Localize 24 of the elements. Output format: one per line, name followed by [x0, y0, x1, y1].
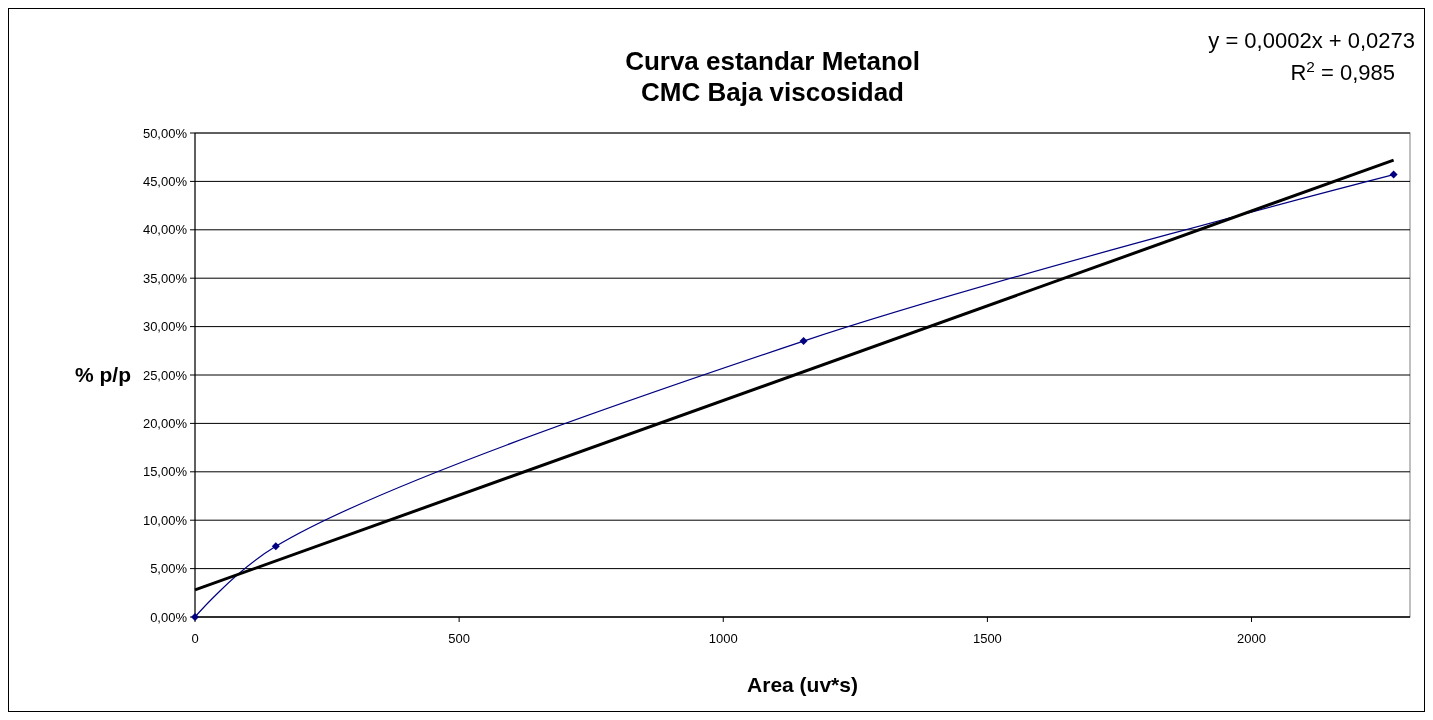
point — [799, 337, 808, 346]
y-tick-label: 25,00% — [142, 367, 188, 383]
x-axis-title: Area (uv*s) — [747, 673, 858, 696]
text: y = 0,0002x + 0,0273 — [1208, 28, 1415, 53]
y-axis-title: % p/p — [75, 363, 131, 387]
x-tick-label: 1000 — [708, 631, 738, 646]
y-tick-label: 30,00% — [142, 319, 188, 335]
point — [271, 542, 280, 551]
y-tick-label: 40,00% — [142, 222, 188, 238]
text: R$^{2}$ = 0,985 — [1290, 57, 1395, 85]
y-tick-label: 50,00% — [142, 125, 188, 141]
x-tick-label: 2000 — [1237, 631, 1266, 646]
x-tick-label: 0 — [191, 631, 199, 646]
chart-title: Curva estandar Metanol CMC Baja viscosidad — [625, 46, 920, 107]
x-tick-label: 500 — [448, 631, 470, 646]
y-tick-label: 45,00% — [142, 173, 188, 189]
y-tick-label: 35,00% — [142, 270, 188, 286]
y-tick-label: 10,00% — [142, 512, 188, 528]
x-tick-label: 1500 — [972, 631, 1002, 646]
point — [1389, 170, 1398, 179]
y-tick-label: 15,00% — [142, 464, 188, 480]
y-tick-label: 0,00% — [150, 609, 188, 625]
y-tick-label: 20,00% — [142, 415, 188, 431]
y-tick-label: 5,00% — [150, 561, 188, 577]
